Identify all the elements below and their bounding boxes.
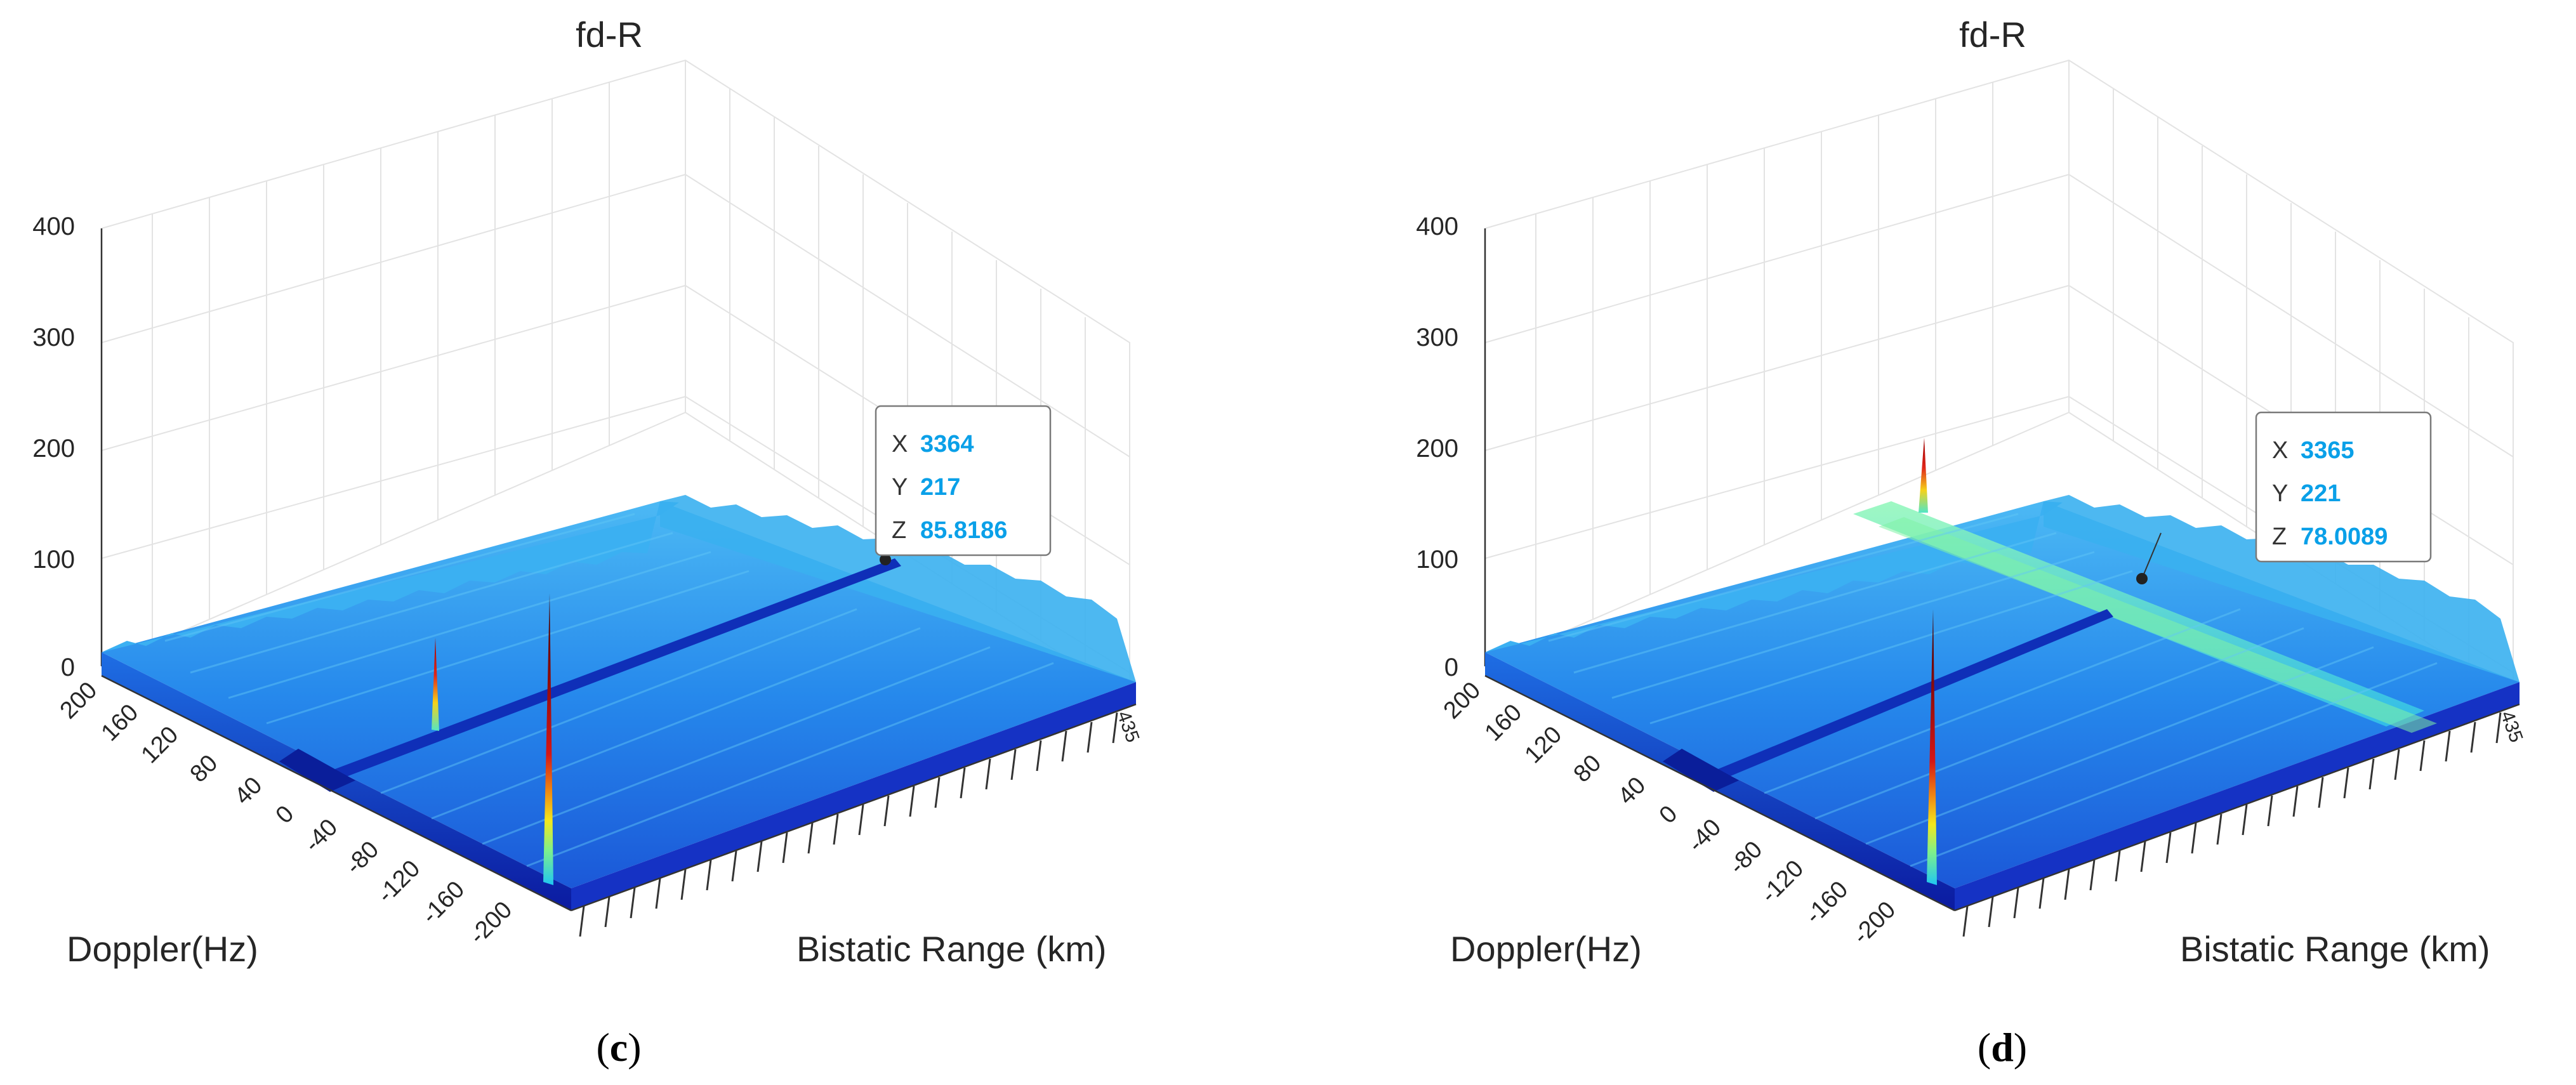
panel-d: fd-R 400 300 200 100 0 — [1416, 15, 2526, 1070]
datatip-z-key: Z — [2272, 523, 2287, 550]
z-tick: 400 — [1416, 213, 1458, 240]
y-tick: 120 — [136, 721, 184, 769]
y-tick: 120 — [1520, 721, 1568, 769]
y-tick: 80 — [185, 750, 223, 788]
peak-main — [1927, 609, 1937, 885]
y-tick: 200 — [55, 677, 103, 725]
caption-c: (c) — [596, 1025, 641, 1070]
y-tick: -160 — [417, 876, 470, 929]
peak-main — [543, 593, 553, 885]
datatip-y-key: Y — [892, 474, 908, 501]
z-tick: 300 — [32, 324, 75, 352]
x-tick-last: 435 — [2496, 708, 2526, 745]
y-tick: -200 — [465, 897, 517, 949]
y-tick: -120 — [373, 855, 425, 908]
z-tick: 300 — [1416, 324, 1458, 352]
datatip-y-value: 221 — [2301, 480, 2341, 507]
y-tick: -160 — [1800, 876, 1853, 929]
caption-d: (d) — [1978, 1025, 2027, 1070]
datatip-y-value: 217 — [920, 474, 960, 501]
x-axis-label: Bistatic Range (km) — [796, 929, 1107, 969]
y-tick: 0 — [271, 801, 300, 829]
y-tick: 0 — [1655, 801, 1683, 829]
datatip-x-key: X — [2272, 437, 2288, 464]
peak-secondary — [432, 638, 439, 731]
y-axis-label: Doppler(Hz) — [1450, 929, 1642, 969]
z-tick: 0 — [1444, 654, 1458, 681]
datatip-y-key: Y — [2272, 480, 2288, 507]
z-tick: 200 — [1416, 435, 1458, 463]
y-tick: 160 — [96, 699, 144, 747]
z-tick: 200 — [32, 435, 75, 463]
y-axis-label: Doppler(Hz) — [67, 929, 258, 969]
surface — [1485, 495, 2520, 911]
datatip-z-value: 78.0089 — [2301, 523, 2388, 550]
y-tick: 40 — [1613, 772, 1651, 810]
y-tick: 160 — [1480, 699, 1528, 747]
x-axis-label: Bistatic Range (km) — [2180, 929, 2490, 969]
datatip-x-value: 3364 — [920, 431, 974, 457]
z-tick: 100 — [32, 546, 75, 574]
datatip[interactable]: X 3364 Y 217 Z 85.8186 — [875, 405, 1052, 565]
datatip-z-key: Z — [892, 517, 906, 544]
x-tick-last: 435 — [1113, 708, 1143, 745]
peaks — [1919, 438, 1937, 885]
z-tick: 400 — [32, 213, 75, 240]
chart-title: fd-R — [1959, 15, 2026, 55]
y-tick: -120 — [1756, 855, 1809, 908]
y-tick: 200 — [1439, 677, 1486, 725]
z-tick: 100 — [1416, 546, 1458, 574]
y-tick: -40 — [1683, 814, 1727, 858]
chart-title: fd-R — [576, 15, 643, 55]
datatip[interactable]: X 3365 Y 221 Z 78.0089 — [2136, 411, 2432, 584]
peak-secondary — [1919, 438, 1928, 513]
y-tick: -80 — [341, 836, 385, 880]
datatip-z-value: 85.8186 — [920, 517, 1007, 544]
z-tick: 0 — [61, 654, 75, 681]
z-axis: 400 300 200 100 0 — [1416, 213, 1486, 681]
z-axis: 400 300 200 100 0 — [32, 213, 103, 681]
y-tick: 80 — [1569, 750, 1607, 788]
panel-c: fd-R 400 300 200 100 0 — [32, 15, 1143, 1070]
datatip-x-key: X — [892, 431, 908, 457]
y-tick: -80 — [1724, 836, 1768, 880]
y-tick: 40 — [230, 772, 268, 810]
datatip-x-value: 3365 — [2301, 437, 2355, 464]
peaks — [432, 593, 553, 885]
surface — [102, 495, 1136, 911]
y-tick: -40 — [300, 814, 343, 858]
y-tick: -200 — [1848, 897, 1901, 949]
